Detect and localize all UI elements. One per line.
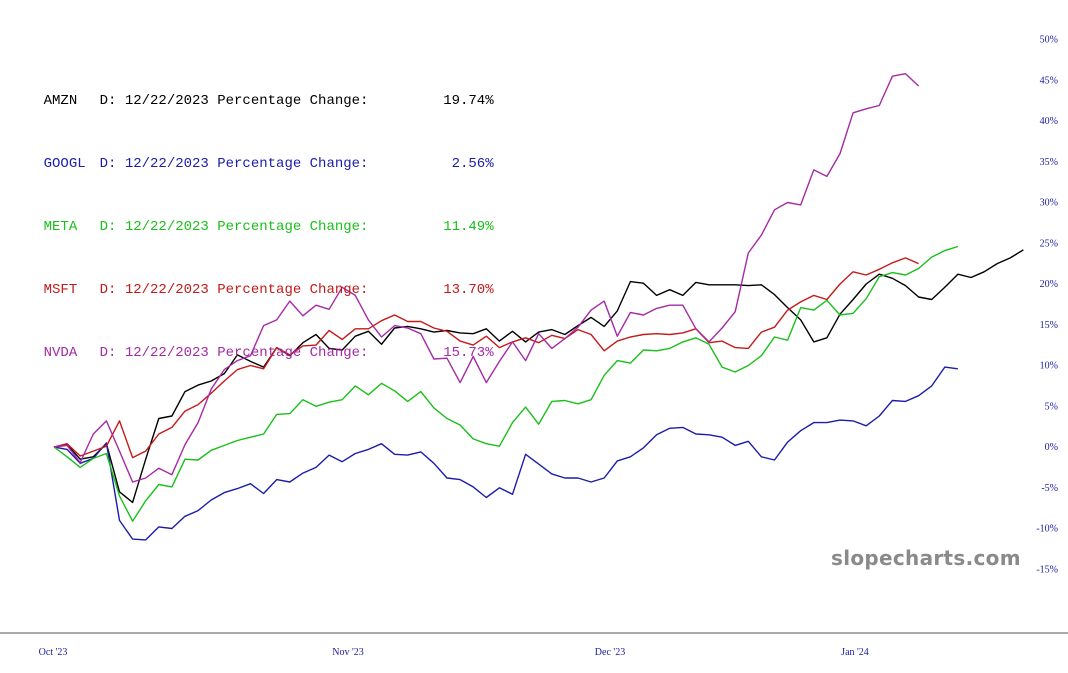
legend-change: 2.56% xyxy=(451,156,494,172)
series-layer xyxy=(53,72,1024,541)
y-tick-label: 15% xyxy=(1040,320,1058,331)
watermark: slopecharts.com xyxy=(831,546,1021,570)
series-line-googl xyxy=(53,366,958,541)
y-tick-label: 0% xyxy=(1045,442,1058,453)
x-tick-label: Oct '23 xyxy=(39,647,68,658)
legend-symbol: META xyxy=(43,219,78,235)
legend-label: D: 12/22/2023 Percentage Change: xyxy=(99,93,369,109)
y-tick-label: 45% xyxy=(1040,75,1058,86)
legend-row-meta: META D: 12/22/2023 Percentage Change: 11.4… xyxy=(10,196,494,235)
y-tick-label: 30% xyxy=(1040,198,1058,209)
x-tick-label: Jan '24 xyxy=(841,647,869,658)
y-axis: 50% 45% 40% 35% 30% 25% 20% 15% 10% 5% 0% -5% -10% -1… xyxy=(1036,35,1058,576)
y-tick-label: 50% xyxy=(1040,35,1058,46)
legend-change: 13.70% xyxy=(443,282,494,298)
legend-label: D: 12/22/2023 Percentage Change: xyxy=(99,345,369,361)
legend-change: 15.73% xyxy=(443,345,494,361)
legend-symbol: GOOGL xyxy=(43,156,86,172)
legend-label: D: 12/22/2023 Percentage Change: xyxy=(99,219,369,235)
legend-row-nvda: NVDA D: 12/22/2023 Percentage Change: 15.7… xyxy=(10,322,494,361)
legend-change: 11.49% xyxy=(443,219,494,235)
legend-label: D: 12/22/2023 Percentage Change: xyxy=(99,156,369,172)
series-line-msft xyxy=(53,257,919,459)
legend-change: 19.74% xyxy=(443,93,494,109)
legend-row-msft: MSFT D: 12/22/2023 Percentage Change: 13.7… xyxy=(10,259,494,298)
x-tick-label: Dec '23 xyxy=(595,647,625,658)
legend: AMZN D: 12/22/2023 Percentage Change: 19.7… xyxy=(10,28,494,364)
legend-symbol: MSFT xyxy=(43,282,78,298)
series-line-nvda xyxy=(53,72,920,483)
y-tick-label: 25% xyxy=(1040,238,1058,249)
series-line-meta xyxy=(53,245,959,522)
y-tick-label: -10% xyxy=(1036,524,1058,535)
legend-symbol: NVDA xyxy=(43,345,78,361)
legend-symbol: AMZN xyxy=(43,93,78,109)
legend-row-googl: GOOGL D: 12/22/2023 Percentage Change: 2.5… xyxy=(10,133,494,172)
y-tick-label: 20% xyxy=(1040,279,1058,290)
y-tick-label: 10% xyxy=(1040,361,1058,372)
legend-row-amzn: AMZN D: 12/22/2023 Percentage Change: 19.7… xyxy=(10,70,494,109)
x-axis: Oct '23 Nov '23 Dec '23 Jan '24 xyxy=(39,647,869,658)
y-tick-label: 5% xyxy=(1045,401,1058,412)
series-line-amzn xyxy=(53,249,1024,504)
y-tick-label: 40% xyxy=(1040,116,1058,127)
legend-label: D: 12/22/2023 Percentage Change: xyxy=(99,282,369,298)
y-tick-label: 35% xyxy=(1040,157,1058,168)
x-tick-label: Nov '23 xyxy=(332,647,364,658)
y-tick-label: -15% xyxy=(1036,564,1058,575)
y-tick-label: -5% xyxy=(1041,483,1058,494)
